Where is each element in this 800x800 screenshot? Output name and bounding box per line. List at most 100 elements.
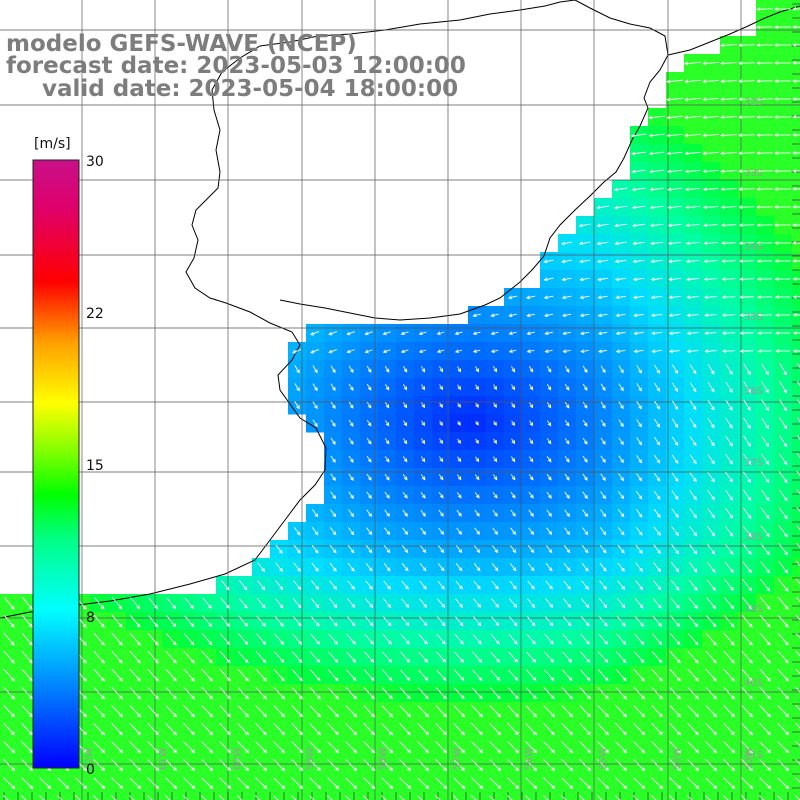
- wind-arrow: [723, 686, 735, 700]
- wind-arrow: [543, 741, 555, 753]
- wind-arrow: [671, 544, 679, 554]
- wind-arrow: [147, 704, 159, 718]
- wind-arrow-head: [784, 551, 788, 556]
- wind-arrow-head: [738, 97, 743, 102]
- wind-arrow-head: [792, 151, 797, 155]
- wind-arrow: [384, 509, 390, 517]
- wind-arrow: [742, 579, 752, 591]
- wind-arrow-head: [317, 713, 321, 718]
- wind-arrow-head: [621, 586, 626, 591]
- wind-arrow: [417, 777, 429, 789]
- wind-arrow-head: [615, 277, 620, 282]
- wind-arrow-head: [461, 713, 465, 718]
- wind-arrow-head: [190, 605, 194, 609]
- wind-arrow-head: [83, 767, 88, 772]
- wind-arrow-head: [279, 549, 283, 554]
- wind-arrow: [312, 419, 318, 427]
- wind-arrow-head: [693, 568, 698, 573]
- wind-arrow: [796, 506, 800, 513]
- wind-arrow-head: [490, 349, 496, 354]
- wind-arrow: [617, 544, 625, 554]
- wind-arrow: [615, 723, 627, 735]
- wind-arrow: [703, 206, 719, 208]
- wind-arrow: [399, 723, 411, 735]
- wind-arrow: [688, 561, 698, 573]
- sea-cell: [108, 792, 127, 800]
- latitude-label: 40S: [744, 678, 763, 689]
- wind-arrow-head: [119, 785, 124, 790]
- wind-arrow: [417, 704, 429, 718]
- wind-arrow-head: [173, 695, 177, 700]
- wind-arrow-head: [729, 478, 733, 483]
- wind-arrow-head: [739, 331, 744, 336]
- wind-arrow: [582, 401, 588, 409]
- wind-arrow: [705, 350, 717, 352]
- wind-arrow: [652, 350, 662, 352]
- wind-arrow: [219, 668, 231, 682]
- wind-arrow-head: [756, 169, 761, 174]
- wind-arrow: [616, 313, 626, 317]
- sea-cell: [792, 504, 800, 523]
- wind-arrow-head: [641, 767, 646, 772]
- wind-arrow-head: [703, 241, 708, 246]
- wind-arrow-head: [263, 677, 267, 682]
- wind-arrow: [420, 509, 426, 517]
- wind-arrow: [183, 759, 195, 771]
- wind-arrow: [544, 633, 554, 645]
- wind-arrow-head: [569, 785, 574, 790]
- wind-arrow: [707, 525, 715, 537]
- wind-arrow-head: [729, 460, 733, 465]
- wind-arrow-head: [711, 460, 715, 465]
- wind-arrow: [453, 723, 465, 735]
- wind-arrow: [689, 508, 697, 518]
- wind-arrow: [615, 686, 627, 700]
- wind-arrow-head: [442, 658, 447, 663]
- wind-arrow-head: [774, 205, 779, 209]
- wind-arrow-head: [583, 440, 588, 445]
- wind-arrow-head: [620, 531, 625, 536]
- wind-arrow-head: [580, 349, 585, 354]
- wind-arrow: [706, 597, 716, 609]
- latitude-label: 36S: [744, 386, 763, 397]
- wind-arrow: [777, 578, 789, 592]
- wind-arrow: [598, 615, 608, 627]
- wind-arrow: [329, 544, 337, 554]
- wind-arrow-head: [547, 476, 552, 481]
- wind-arrow-head: [497, 731, 502, 736]
- wind-arrow-head: [561, 313, 567, 318]
- wind-arrow-head: [703, 259, 708, 264]
- wind-arrow: [562, 295, 572, 299]
- wind-arrow: [795, 777, 800, 783]
- wind-arrow-head: [549, 604, 554, 609]
- wind-arrow-head: [209, 677, 213, 682]
- wind-arrow: [402, 491, 408, 499]
- wind-arrow: [632, 187, 646, 191]
- wind-arrow: [529, 420, 533, 426]
- wind-arrow-head: [531, 622, 536, 627]
- wind-arrow: [618, 473, 624, 481]
- wind-arrow: [669, 741, 681, 753]
- wind-arrow-head: [702, 187, 707, 192]
- wind-arrow-head: [633, 313, 638, 318]
- wind-arrow: [759, 686, 771, 700]
- wind-arrow-head: [620, 405, 624, 410]
- wind-arrow: [778, 417, 788, 429]
- wind-arrow: [365, 349, 373, 353]
- wind-arrow: [438, 509, 444, 517]
- wind-arrow-head: [774, 133, 779, 137]
- wind-arrow: [704, 296, 718, 298]
- wind-arrow: [417, 741, 429, 753]
- wind-arrow-head: [783, 407, 788, 412]
- wind-arrow: [671, 400, 679, 410]
- wind-arrow: [579, 795, 585, 800]
- wind-arrow: [525, 704, 537, 718]
- wind-arrow-head: [757, 313, 762, 318]
- wind-arrow-head: [747, 532, 752, 537]
- wind-arrow-head: [349, 404, 354, 409]
- latitude-label: 34S: [744, 242, 763, 253]
- wind-arrow-head: [693, 550, 698, 555]
- wind-arrow: [237, 723, 249, 735]
- wind-arrow-head: [738, 151, 743, 156]
- colorbar-tick-15: 15: [86, 458, 104, 474]
- wind-arrow-head: [191, 767, 196, 772]
